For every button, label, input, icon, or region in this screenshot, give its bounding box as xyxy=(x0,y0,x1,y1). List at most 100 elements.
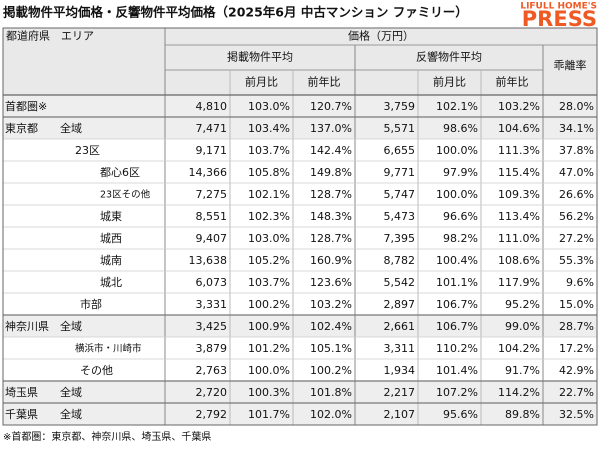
table-cell: 108.6% xyxy=(498,254,540,267)
table-cell: 102.0% xyxy=(310,408,352,421)
table-cell: 9,771 xyxy=(384,166,416,179)
table-cell: 105.1% xyxy=(310,342,352,355)
table-cell: 100.2% xyxy=(310,364,352,377)
table-cell: 100.0% xyxy=(436,188,478,201)
table-cell: 149.8% xyxy=(310,166,352,179)
table-cell: 7,275 xyxy=(196,188,228,201)
table-cell: 137.0% xyxy=(310,122,352,135)
table-cell: 9.6% xyxy=(566,276,594,289)
table-cell: 7,395 xyxy=(384,232,416,245)
logo-bottom: PRESS xyxy=(522,7,597,31)
table-cell: 26.6% xyxy=(559,188,594,201)
table-cell: 102.1% xyxy=(248,188,290,201)
row-label: 全域 xyxy=(60,319,82,333)
table-cell: 128.7% xyxy=(310,188,352,201)
table-cell: 100.0% xyxy=(248,364,290,377)
table-border xyxy=(2,27,598,426)
table-cell: 95.2% xyxy=(505,298,540,311)
table-cell: 109.3% xyxy=(498,188,540,201)
table-cell: 8,551 xyxy=(196,210,228,223)
table-cell: 27.2% xyxy=(559,232,594,245)
page-title: 掲載物件平均価格・反響物件平均価格（2025年6月 中古マンション ファミリー） xyxy=(3,5,468,20)
table-cell: 14,366 xyxy=(189,166,228,179)
table-cell: 22.7% xyxy=(559,386,594,399)
logo-top: LIFULL HOME'S xyxy=(520,2,597,12)
row-label: 城西 xyxy=(100,232,122,245)
table-cell: 117.9% xyxy=(498,276,540,289)
table-cell: 1,934 xyxy=(384,364,416,377)
table-cell: 95.6% xyxy=(443,408,478,421)
table-cell: 105.8% xyxy=(248,166,290,179)
table-cell: 123.6% xyxy=(310,276,352,289)
table-cell: 2,107 xyxy=(384,408,416,421)
table-cell: 101.4% xyxy=(436,364,478,377)
table-cell: 103.2% xyxy=(310,298,352,311)
table-cell: 110.2% xyxy=(436,342,478,355)
header-cell: 前月比 xyxy=(245,75,278,89)
table-cell: 8,782 xyxy=(384,254,416,267)
table-cell: 103.7% xyxy=(248,276,290,289)
table-cell: 2,763 xyxy=(196,364,228,377)
row-label: その他 xyxy=(80,364,113,377)
row-bg xyxy=(3,315,597,337)
table-cell: 104.6% xyxy=(498,122,540,135)
table-cell: 47.0% xyxy=(559,166,594,179)
header-cell: 都道府県 エリア xyxy=(6,29,94,43)
table-cell: 4,810 xyxy=(196,100,228,113)
footnote: ※首都圏：東京都、神奈川県、埼玉県、千葉県 xyxy=(3,430,211,443)
table-cell: 100.4% xyxy=(436,254,478,267)
table-cell: 160.9% xyxy=(310,254,352,267)
table-cell: 100.3% xyxy=(248,386,290,399)
header-cell: 前年比 xyxy=(308,75,341,89)
table-cell: 28.7% xyxy=(559,320,594,333)
table-cell: 102.1% xyxy=(436,100,478,113)
table-cell: 91.7% xyxy=(505,364,540,377)
table-cell: 42.9% xyxy=(559,364,594,377)
table-cell: 102.3% xyxy=(248,210,290,223)
row-label: 市部 xyxy=(80,297,102,311)
table-cell: 101.2% xyxy=(248,342,290,355)
table-cell: 100.2% xyxy=(248,298,290,311)
table-cell: 34.1% xyxy=(559,122,594,135)
table-cell: 2,792 xyxy=(196,408,228,421)
table-cell: 9,171 xyxy=(196,144,228,157)
table-cell: 5,473 xyxy=(384,210,416,223)
table-cell: 106.7% xyxy=(436,298,478,311)
table-cell: 3,425 xyxy=(196,320,228,333)
table-cell: 101.1% xyxy=(436,276,478,289)
header-cell: 前年比 xyxy=(496,75,529,89)
table-cell: 99.0% xyxy=(505,320,540,333)
row-bg xyxy=(3,403,597,425)
header-cell: 乖離率 xyxy=(554,58,587,72)
table-cell: 3,879 xyxy=(196,342,228,355)
row-label: 横浜市・川崎市 xyxy=(75,343,142,355)
table-cell: 13,638 xyxy=(189,254,228,267)
header-bg xyxy=(3,28,597,95)
table-cell: 2,661 xyxy=(384,320,416,333)
table-cell: 5,747 xyxy=(384,188,416,201)
table-cell: 89.8% xyxy=(505,408,540,421)
table-cell: 97.9% xyxy=(443,166,478,179)
table-cell: 102.4% xyxy=(310,320,352,333)
table-cell: 111.0% xyxy=(498,232,540,245)
row-label: 都心6区 xyxy=(100,166,140,179)
row-label: 全域 xyxy=(60,121,82,135)
table-cell: 55.3% xyxy=(559,254,594,267)
table-cell: 96.6% xyxy=(443,210,478,223)
table-cell: 148.3% xyxy=(310,210,352,223)
row-bg xyxy=(3,381,597,403)
row-label: 23区 xyxy=(75,144,100,157)
header-cell: 前月比 xyxy=(433,75,466,89)
table-cell: 15.0% xyxy=(559,298,594,311)
table-cell: 103.4% xyxy=(248,122,290,135)
table-cell: 2,897 xyxy=(384,298,416,311)
table-cell: 100.0% xyxy=(436,144,478,157)
table-cell: 115.4% xyxy=(498,166,540,179)
header-cell: 反響物件平均 xyxy=(416,50,482,64)
table-cell: 5,571 xyxy=(384,122,416,135)
row-label: 23区その他 xyxy=(100,189,151,201)
row-label: 千葉県 xyxy=(5,407,38,421)
table-cell: 103.0% xyxy=(248,232,290,245)
row-label: 城東 xyxy=(100,210,122,223)
